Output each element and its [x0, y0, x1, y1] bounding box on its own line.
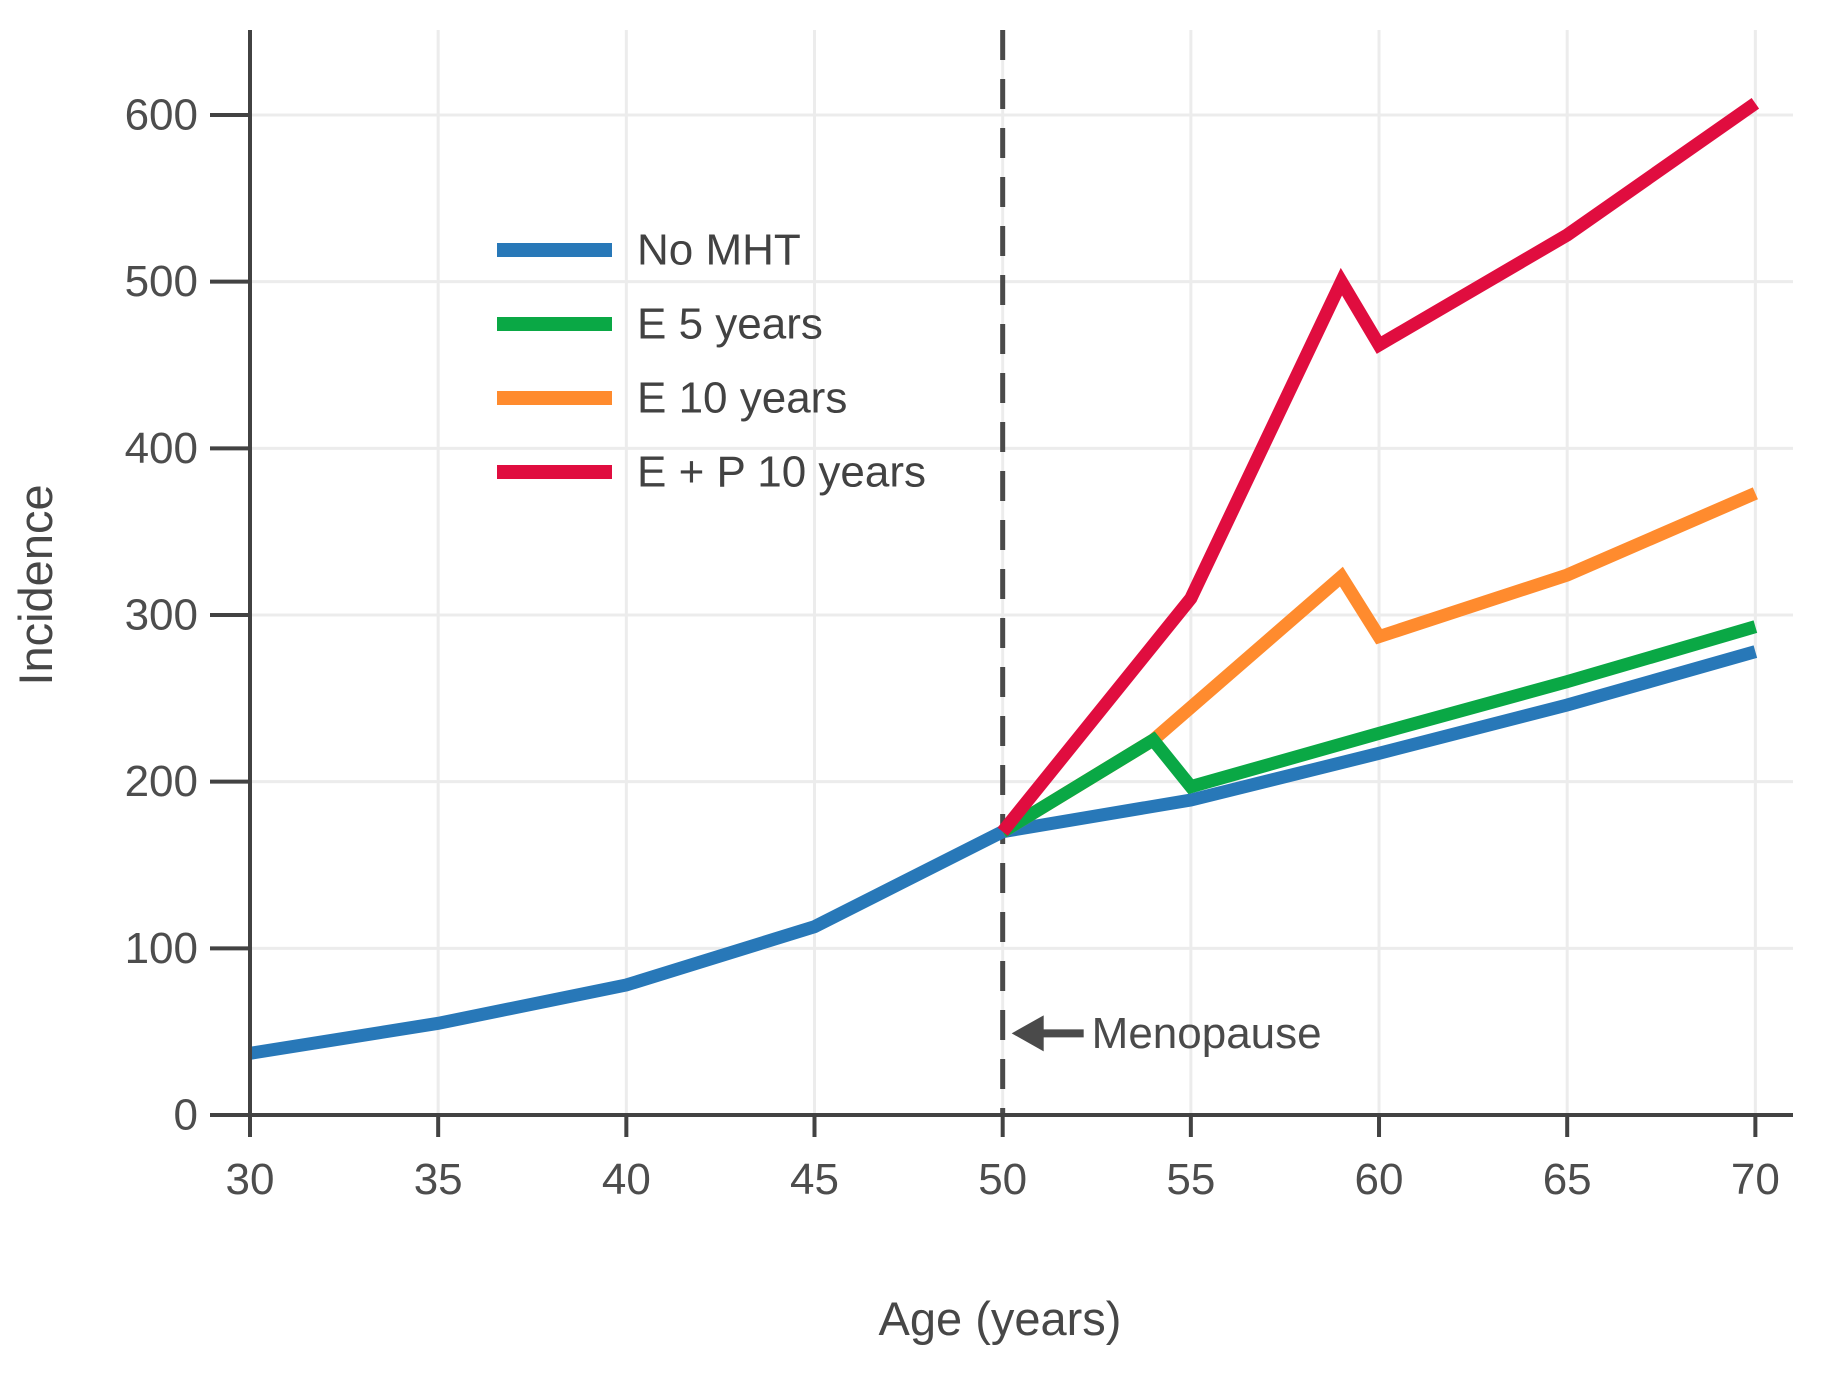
x-tick-label-40: 40 [602, 1155, 651, 1204]
x-tick-label-50: 50 [978, 1155, 1027, 1204]
legend-item-no-mht: No MHT [497, 226, 801, 275]
x-tick-label-55: 55 [1166, 1155, 1215, 1204]
legend-item-e-5-years: E 5 years [497, 300, 823, 349]
menopause-arrowhead-icon [1011, 1015, 1044, 1052]
legend-label-e-5-years: E 5 years [637, 300, 823, 349]
legend: No MHT E 5 years E 10 years E + P 10 years [497, 226, 926, 497]
x-tick-label-70: 70 [1731, 1155, 1780, 1204]
y-tick-label-500: 500 [125, 257, 198, 306]
x-tick-label-35: 35 [414, 1155, 463, 1204]
legend-label-no-mht: No MHT [637, 226, 801, 275]
y-tick-label-100: 100 [125, 924, 198, 973]
x-tick-label-65: 65 [1543, 1155, 1592, 1204]
y-tick-label-400: 400 [125, 424, 198, 473]
tick-label-layer: 30 35 40 45 50 55 60 65 70 0 100 200 300 400 500 600 [125, 91, 1780, 1205]
series-layer [248, 98, 1760, 1060]
x-tick-label-60: 60 [1355, 1155, 1404, 1204]
series-line-e-5-years [999, 620, 1758, 838]
y-tick-label-200: 200 [125, 757, 198, 806]
x-tick-label-45: 45 [790, 1155, 839, 1204]
y-axis-title: Incidence [9, 484, 62, 685]
x-axis-title: Age (years) [879, 1292, 1122, 1345]
legend-label-e-10-years: E 10 years [637, 374, 847, 423]
legend-item-e-10-years: E 10 years [497, 374, 847, 423]
series-line-e-p-10-years [997, 98, 1760, 836]
y-tick-label-300: 300 [125, 591, 198, 640]
annotation-label-layer: Menopause [1011, 1009, 1322, 1058]
x-tick-label-30: 30 [226, 1155, 275, 1204]
legend-item-e-p-10-years: E + P 10 years [497, 448, 926, 497]
menopause-annotation-label: Menopause [1092, 1009, 1322, 1058]
legend-label-e-p-10-years: E + P 10 years [637, 448, 926, 497]
y-tick-label-600: 600 [125, 91, 198, 140]
axes-layer [210, 30, 1793, 1137]
y-tick-label-0: 0 [174, 1091, 198, 1140]
